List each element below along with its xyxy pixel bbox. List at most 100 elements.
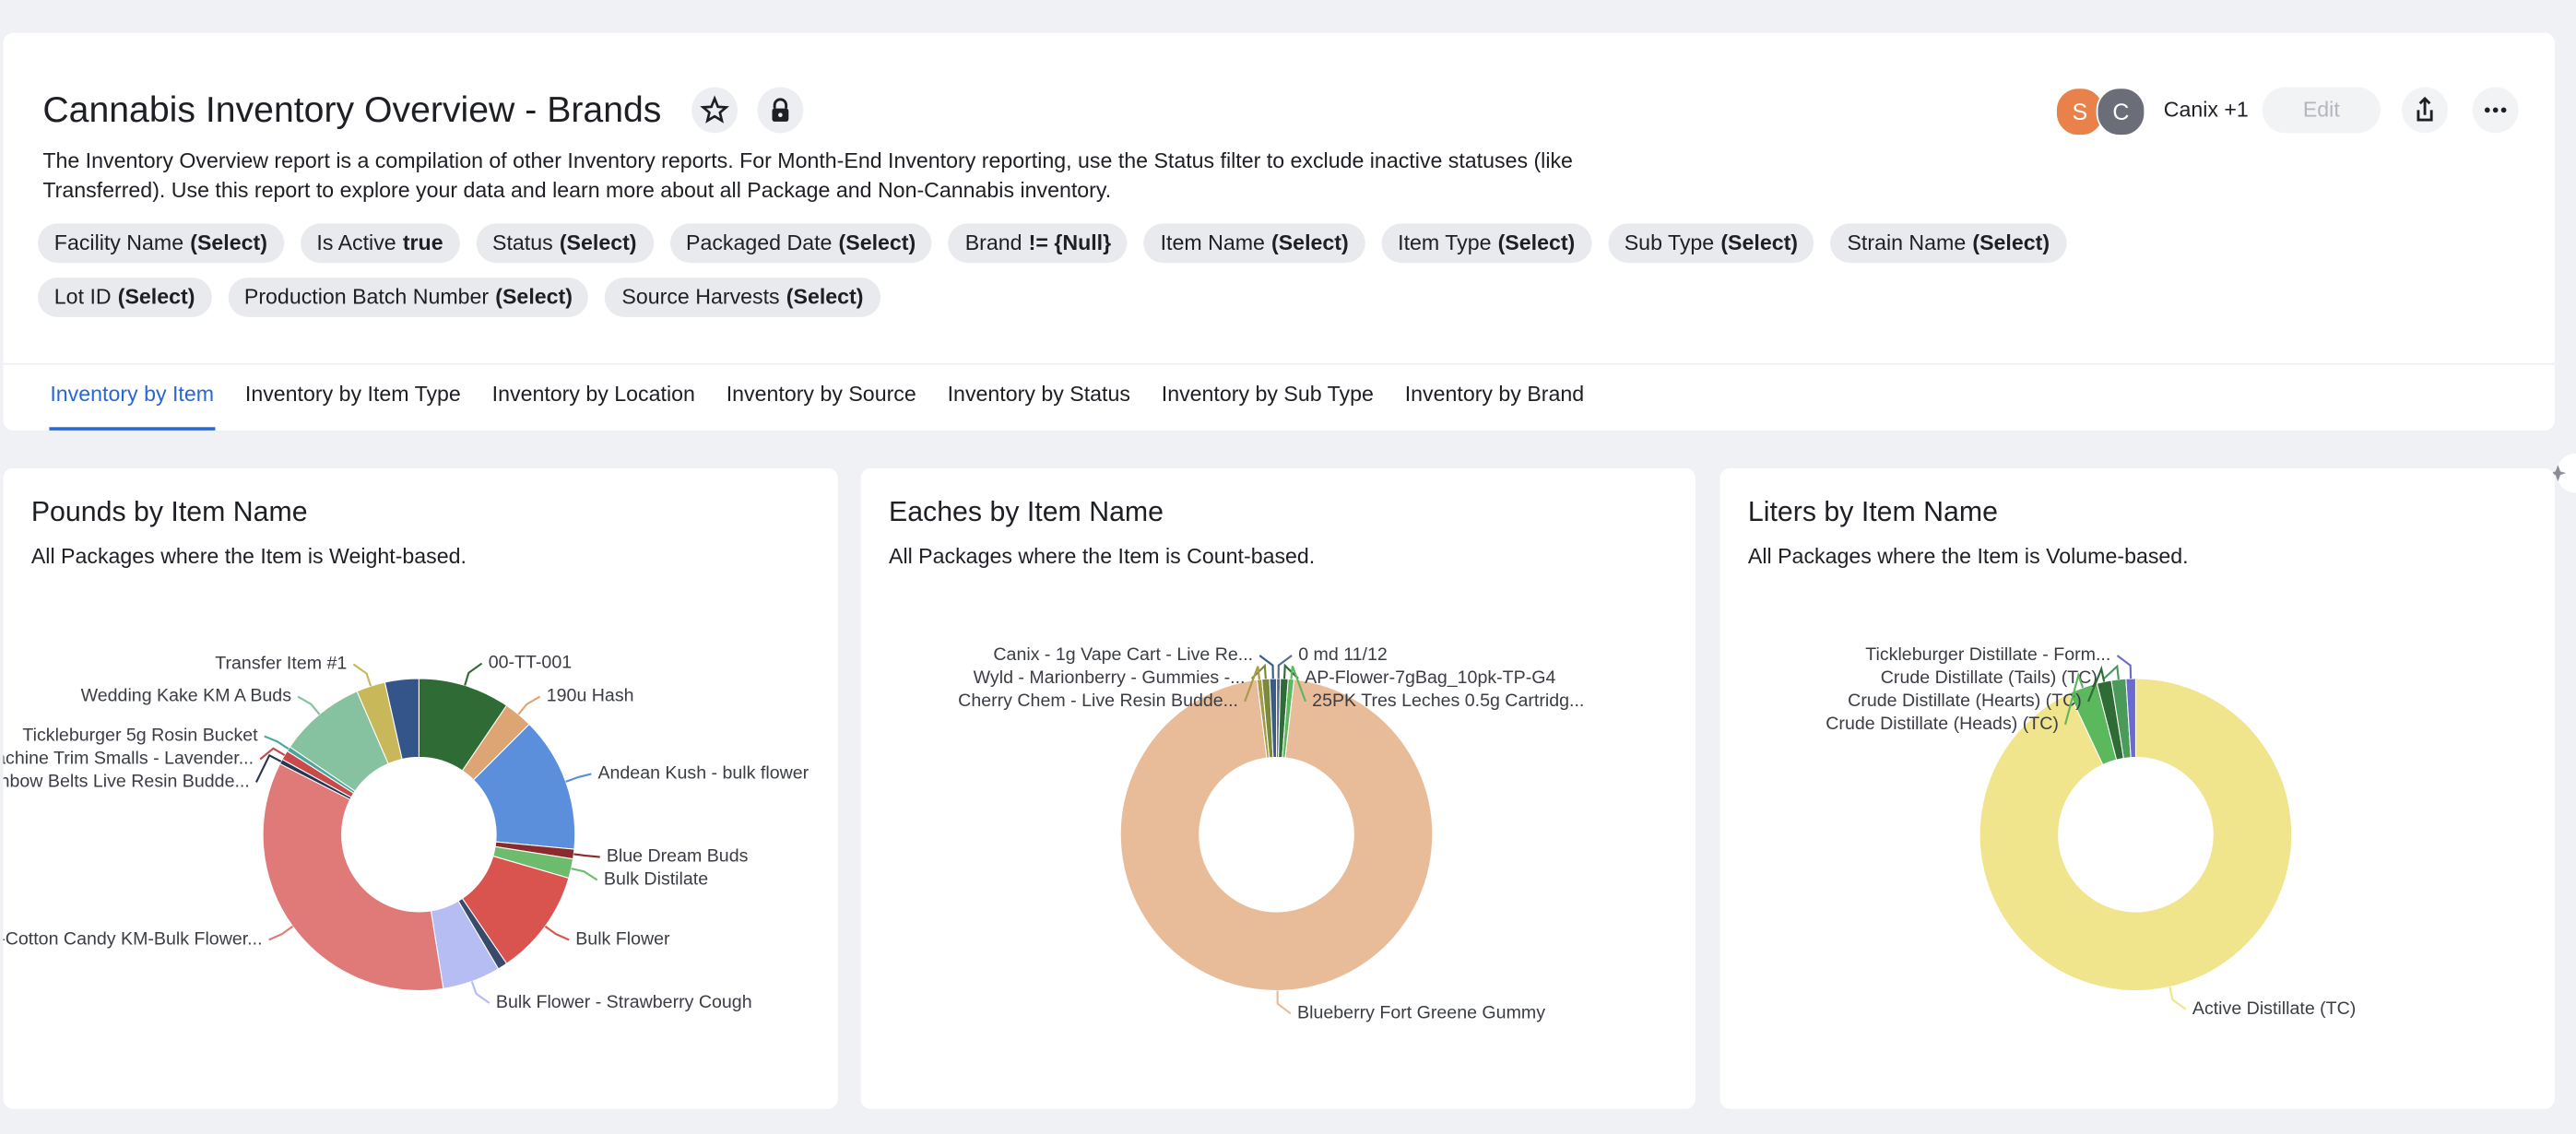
tab[interactable]: Inventory by Source — [726, 381, 916, 407]
slice-label: Bulk Flower — [575, 929, 670, 950]
filter-name: Item Type — [1398, 230, 1492, 255]
slice-label: Rainbow Belts Live Resin Budde... — [4, 772, 250, 792]
chart-card: 00-TT-001 190u Hash Andean Kush - bulk flo… — [3, 467, 838, 1109]
filter-chip[interactable]: Status (Select) — [476, 223, 654, 264]
leader-line — [1290, 666, 1307, 703]
filter-name: Facility Name — [53, 230, 184, 255]
filter-chip[interactable]: Source Harvests (Select) — [605, 278, 880, 317]
slice-label: Blueberry Fort Greene Gummy — [1297, 1003, 1545, 1023]
filter-name: Status — [492, 230, 553, 255]
filter-chip[interactable]: Item Name (Select) — [1143, 223, 1365, 264]
filter-value: (Select) — [1497, 230, 1576, 255]
slice-label: Crude Distillate (Heads) (TC) — [1826, 714, 2059, 734]
slice-label: Crude Distillate (Tails) (TC) — [1881, 667, 2097, 688]
owner-label[interactable]: Canix +1 — [2163, 97, 2249, 122]
share-icon — [2416, 96, 2433, 122]
filter-chip[interactable]: Packaged Date (Select) — [669, 223, 933, 264]
header-card: Cannabis Inventory Overview - Brands The… — [3, 32, 2555, 431]
star-icon — [700, 95, 730, 124]
chart: 00-TT-001 190u Hash Andean Kush - bulk flo… — [4, 653, 809, 1012]
slice-label: AP-Flower-7gBag_10pk-TP-G4 — [1305, 667, 1555, 688]
tab-bar: Inventory by Item Inventory by Item Type I… — [34, 381, 1600, 431]
leader-line — [259, 747, 286, 761]
ai-button[interactable] — [2538, 453, 2576, 493]
filter-name: Source Harvests — [621, 284, 780, 309]
divider — [3, 362, 2555, 365]
chart-card: Active Distillate (TC) Tickleburger Disti… — [1719, 467, 2555, 1109]
leader-line — [2086, 665, 2106, 703]
slice-label: 25PK Tres Leches 0.5g Cartridg... — [1312, 691, 1584, 711]
chart-card: 0 md 11/12 AP-Flower-7gBag_10pk-TP-G4 25PK… — [860, 467, 1696, 1109]
pie-slice — [1269, 678, 1278, 759]
slice-label: Tickleburger Distillate - Form... — [1865, 644, 2110, 665]
chart-subtitle: All Packages where the Item is Volume-ba… — [1747, 543, 2189, 569]
slice-label: Andean Kush - bulk flower — [597, 763, 809, 784]
filter-name: Packaged Date — [685, 230, 833, 255]
chart-subtitle: All Packages where the Item is Count-bas… — [889, 543, 1316, 569]
slice-label: Machine Trim Smalls - Lavender... — [4, 749, 254, 769]
slice-label: Crude Distillate (Hearts) (TC) — [1848, 691, 2082, 711]
filter-chip[interactable]: Brand != {Null} — [948, 223, 1128, 264]
leader-line — [1277, 655, 1293, 679]
filter-name: Sub Type — [1624, 230, 1715, 255]
more-button[interactable] — [2472, 87, 2519, 134]
chart: Active Distillate (TC) Tickleburger Disti… — [1826, 644, 2356, 1019]
lock-icon — [772, 98, 789, 122]
leader-line — [254, 753, 282, 783]
slice-label: 0 md 11/12 — [1298, 644, 1388, 665]
filter-name: Lot ID — [53, 284, 112, 309]
filter-chip[interactable]: Sub Type (Select) — [1607, 223, 1814, 264]
avatar[interactable]: C — [2096, 87, 2146, 136]
slice-label: Bulk Flower - Strawberry Cough — [496, 992, 752, 1012]
tab[interactable]: Inventory by Item — [34, 381, 230, 431]
lock-button[interactable] — [757, 87, 804, 134]
leader-line — [544, 925, 570, 941]
leader-line — [1282, 663, 1299, 679]
leader-line — [571, 868, 598, 881]
slice-label: Cherry Chem - Live Resin Budde... — [958, 691, 1238, 711]
leader-line — [464, 662, 483, 686]
tab[interactable]: Inventory by Sub Type — [1161, 381, 1374, 407]
report-title: Cannabis Inventory Overview - Brands — [42, 89, 662, 130]
filter-chip[interactable]: Strain Name (Select) — [1830, 223, 2066, 264]
filter-chip[interactable]: Lot ID (Select) — [37, 278, 212, 317]
chart-title: Pounds by Item Name — [30, 496, 308, 527]
slice-label: Transfer Item #1 — [215, 654, 347, 674]
chart-title: Eaches by Item Name — [889, 496, 1164, 527]
leader-line — [1244, 666, 1261, 703]
filter-chip[interactable]: Is Active true — [300, 223, 460, 264]
leader-line — [1276, 990, 1292, 1015]
tab[interactable]: Inventory by Item Type — [244, 381, 461, 407]
leader-line — [470, 981, 490, 1004]
tab[interactable]: Inventory by Status — [947, 381, 1130, 407]
filter-name: Production Batch Number — [243, 284, 490, 309]
filter-chip[interactable]: Production Batch Number (Select) — [228, 278, 589, 317]
filter-bar: Facility Name (Select) Is Active true Status… — [37, 223, 2239, 317]
filter-value: != {Null} — [1028, 230, 1112, 255]
tab[interactable]: Inventory by Location — [491, 381, 695, 407]
leader-line — [1250, 663, 1267, 679]
filter-value: (Select) — [1972, 230, 2050, 255]
slice-label: Wyld - Marionberry - Gummies -... — [974, 667, 1246, 688]
filter-value: (Select) — [190, 230, 267, 255]
pie-slice — [262, 762, 444, 991]
filter-chip[interactable]: Item Type (Select) — [1381, 223, 1592, 264]
share-button[interactable] — [2402, 87, 2449, 134]
filter-value: true — [402, 230, 443, 255]
slice-label: Blue Dream Buds — [607, 846, 749, 867]
filter-value: (Select) — [117, 284, 195, 309]
edit-button[interactable]: Edit — [2262, 87, 2381, 134]
slice-label: Wedding Kake KM A Buds — [81, 686, 292, 706]
filter-value: (Select) — [495, 284, 573, 309]
tab[interactable]: Inventory by Brand — [1404, 381, 1585, 407]
leader-line — [2063, 671, 2085, 726]
more-icon — [2484, 107, 2507, 113]
pie-slice — [1979, 678, 2293, 991]
pie-slice — [384, 678, 419, 761]
favorite-button[interactable] — [691, 87, 739, 134]
chart-title: Liters by Item Name — [1747, 496, 1998, 527]
filter-chip[interactable]: Facility Name (Select) — [37, 223, 284, 264]
leader-line — [565, 773, 592, 783]
filter-value: (Select) — [838, 230, 916, 255]
